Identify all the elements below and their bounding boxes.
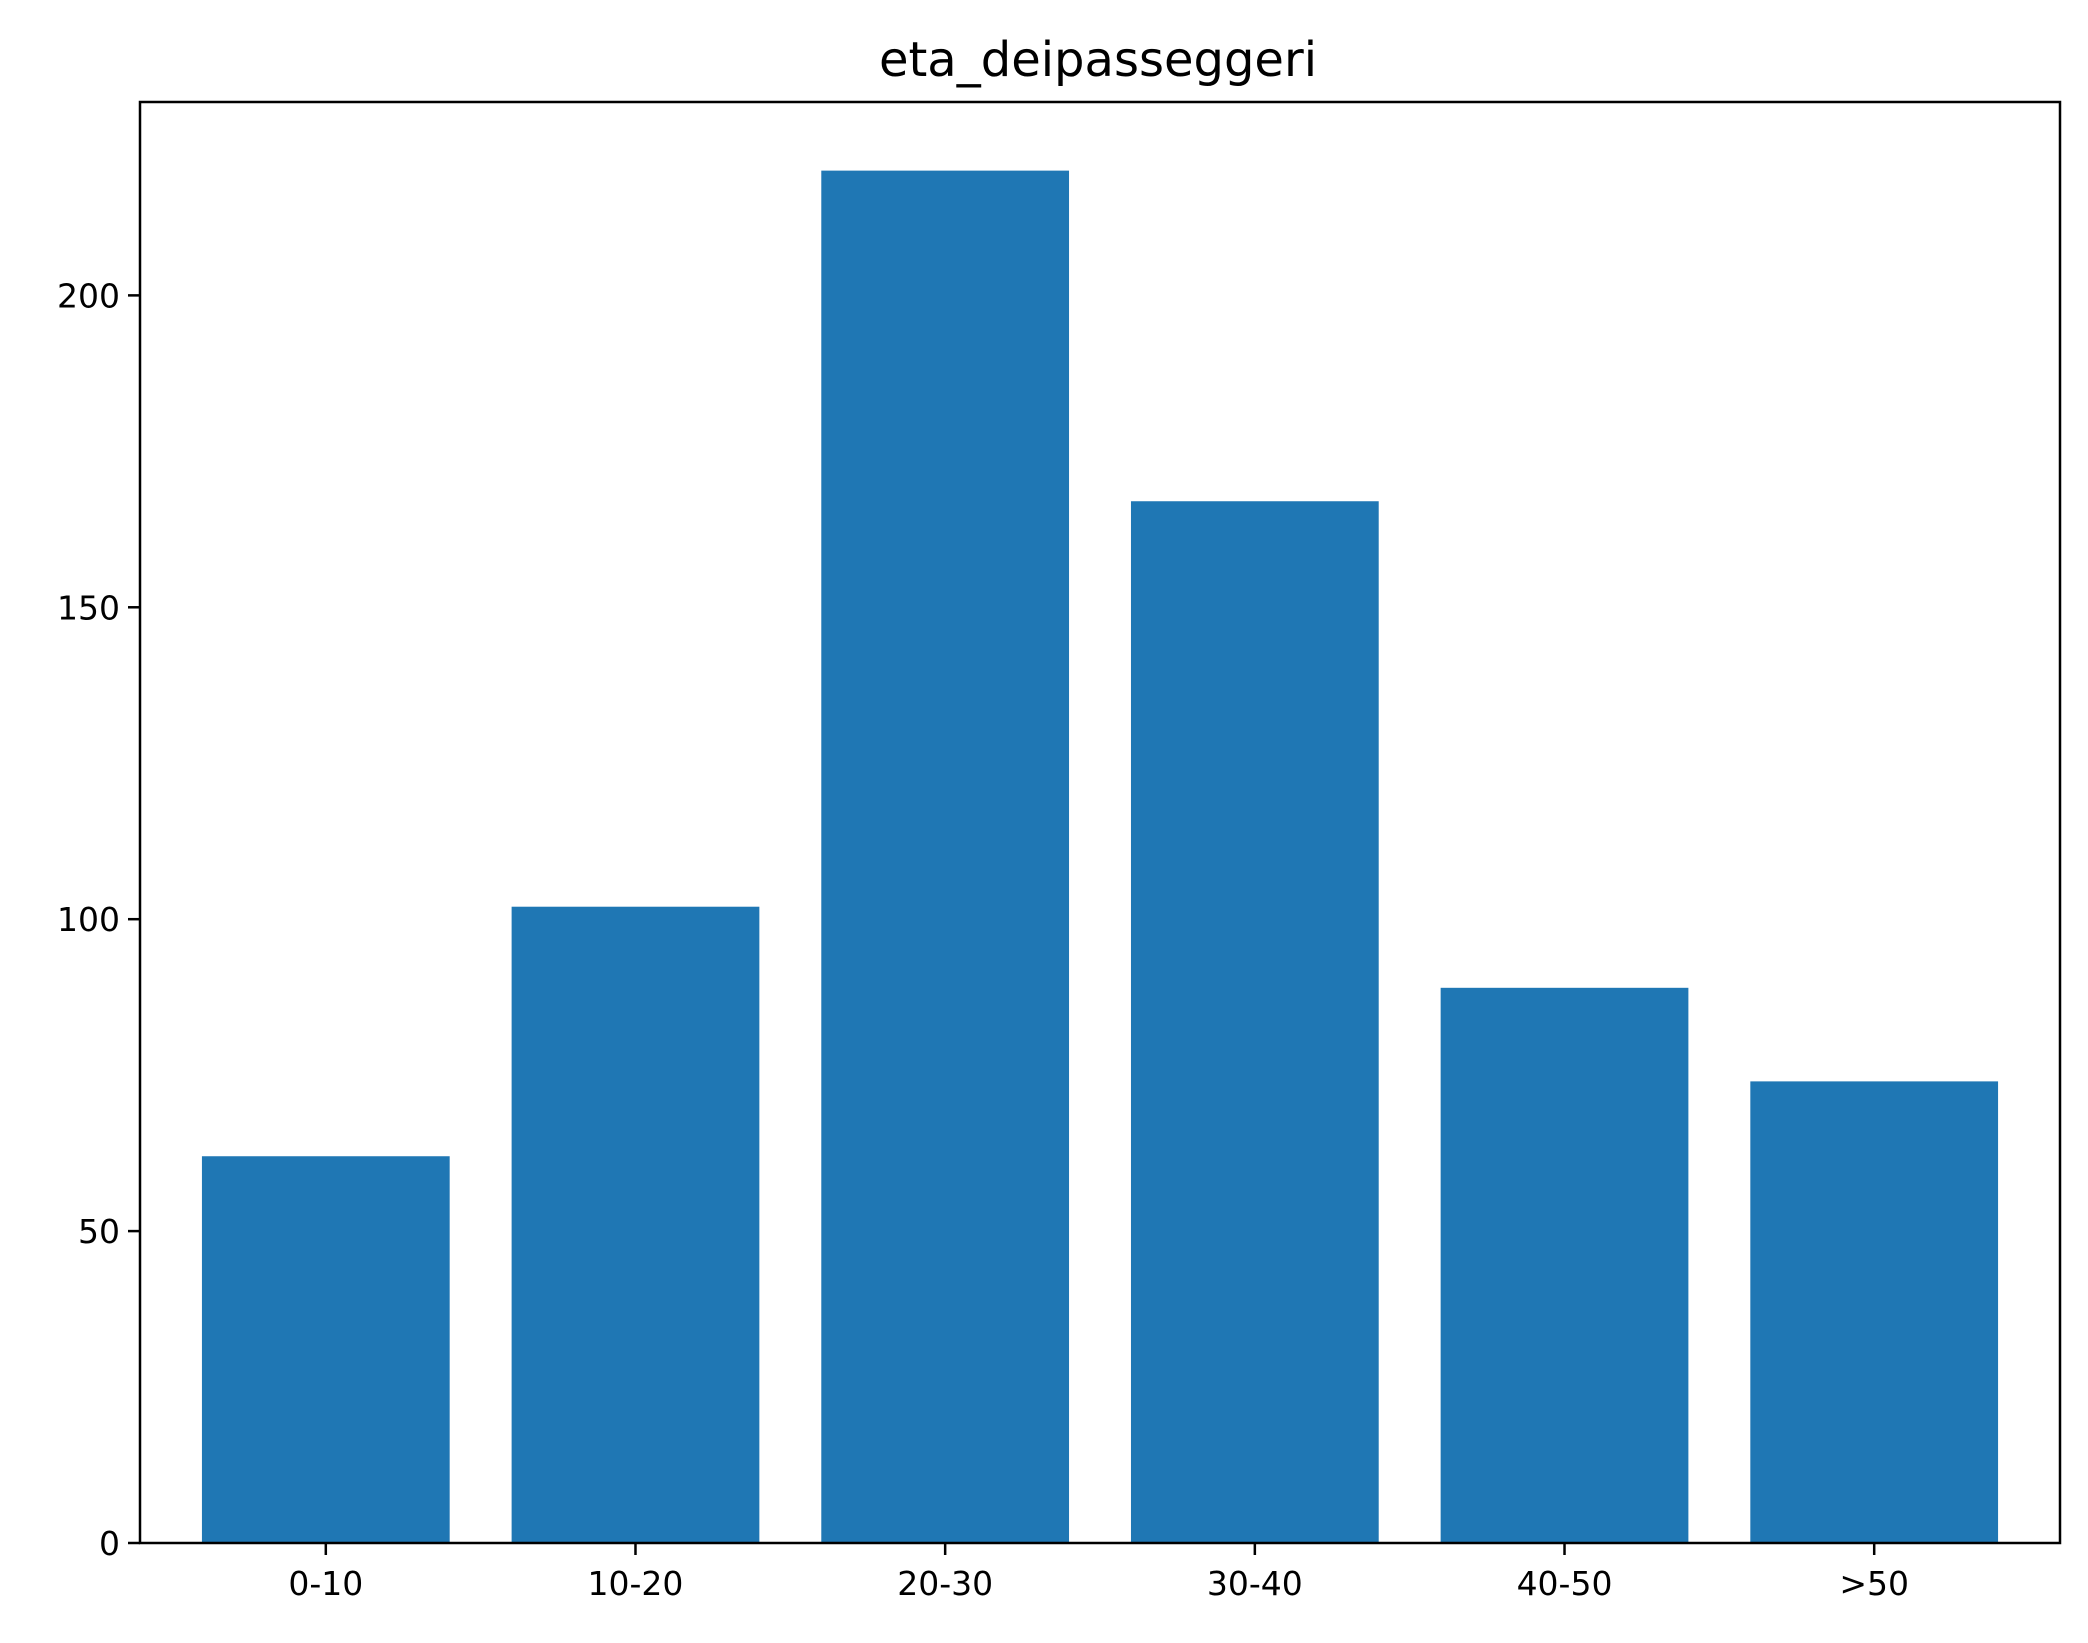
y-tick-label: 50 (78, 1212, 120, 1251)
bar-30-40 (1130, 501, 1379, 1544)
bars-group (201, 170, 1999, 1544)
bar-20-30 (821, 170, 1070, 1544)
y-tick-label: 100 (57, 900, 120, 939)
x-tick-label: 20-30 (897, 1564, 993, 1603)
x-tick-label: 0-10 (288, 1564, 363, 1603)
bar-40-50 (1440, 987, 1689, 1543)
bar-10-20 (511, 906, 760, 1543)
x-tick-label: 10-20 (588, 1564, 684, 1603)
x-tick-label: 30-40 (1207, 1564, 1303, 1603)
y-tick-label: 0 (99, 1524, 120, 1563)
chart-title: eta_deipasseggeri (879, 32, 1317, 88)
bar->50 (1750, 1081, 1999, 1543)
x-axis: 0-10 10-20 20-30 30-40 40-50 >50 (288, 1543, 1909, 1603)
y-tick-label: 200 (57, 276, 120, 315)
y-axis: 0 50 100 150 200 (57, 276, 140, 1563)
x-tick-label: >50 (1839, 1564, 1909, 1603)
bar-0-10 (201, 1156, 450, 1543)
plot-frame (138, 100, 2062, 1545)
y-tick-label: 150 (57, 588, 120, 627)
x-tick-label: 40-50 (1517, 1564, 1613, 1603)
